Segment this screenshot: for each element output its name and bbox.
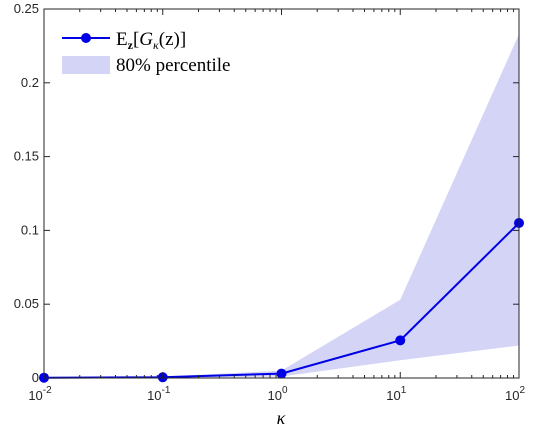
x-tick-label: 101 <box>386 385 406 403</box>
x-tick-label-exponent: 1 <box>401 385 407 396</box>
legend-mean-arg: (z) <box>159 29 180 50</box>
x-tick-label-exponent: 2 <box>519 385 525 396</box>
legend-mean-g: G <box>139 29 153 50</box>
y-tick-label: 0.1 <box>21 222 39 237</box>
x-tick-label-exponent: -2 <box>43 385 52 396</box>
legend-mean-sub: z <box>128 38 134 52</box>
y-tick-label: 0.05 <box>14 296 39 311</box>
legend-mean-gsub: κ <box>153 38 159 52</box>
x-tick-label-base: 10 <box>147 388 161 403</box>
x-tick-label-base: 10 <box>28 388 42 403</box>
x-tick-label-exponent: 0 <box>282 385 288 396</box>
x-tick-label-base: 10 <box>386 388 400 403</box>
x-tick-label-base: 10 <box>505 388 519 403</box>
x-tick-label: 10-2 <box>28 385 52 403</box>
percentile-band-layer <box>44 34 519 378</box>
y-tick-label: 0.25 <box>14 1 39 16</box>
y-tick-label: 0.15 <box>14 149 39 164</box>
legend-mean-marker-swatch <box>81 33 91 43</box>
legend-band-label: 80% percentile <box>116 55 230 76</box>
legend-band-swatch <box>62 56 110 74</box>
legend-mean-label: Ez[Gκ(z)] <box>116 29 186 52</box>
x-tick-label: 10-1 <box>147 385 171 403</box>
x-tick-label-base: 10 <box>267 388 281 403</box>
y-tick-label: 0 <box>32 370 39 385</box>
x-tick-label: 102 <box>505 385 525 403</box>
percentile-band-area <box>44 34 519 378</box>
x-tick-label-exponent: -1 <box>162 385 171 396</box>
legend-mean-open-bracket: [ <box>133 29 139 50</box>
mean-series-point <box>395 335 406 346</box>
y-tick-label: 0.2 <box>21 75 39 90</box>
legend: Ez[Gκ(z)] 80% percentile <box>50 17 264 83</box>
legend-mean-close-bracket: ] <box>180 29 186 50</box>
x-axis-label: κ <box>277 408 286 428</box>
legend-mean-e: E <box>116 29 128 50</box>
x-tick-label: 100 <box>267 385 287 403</box>
